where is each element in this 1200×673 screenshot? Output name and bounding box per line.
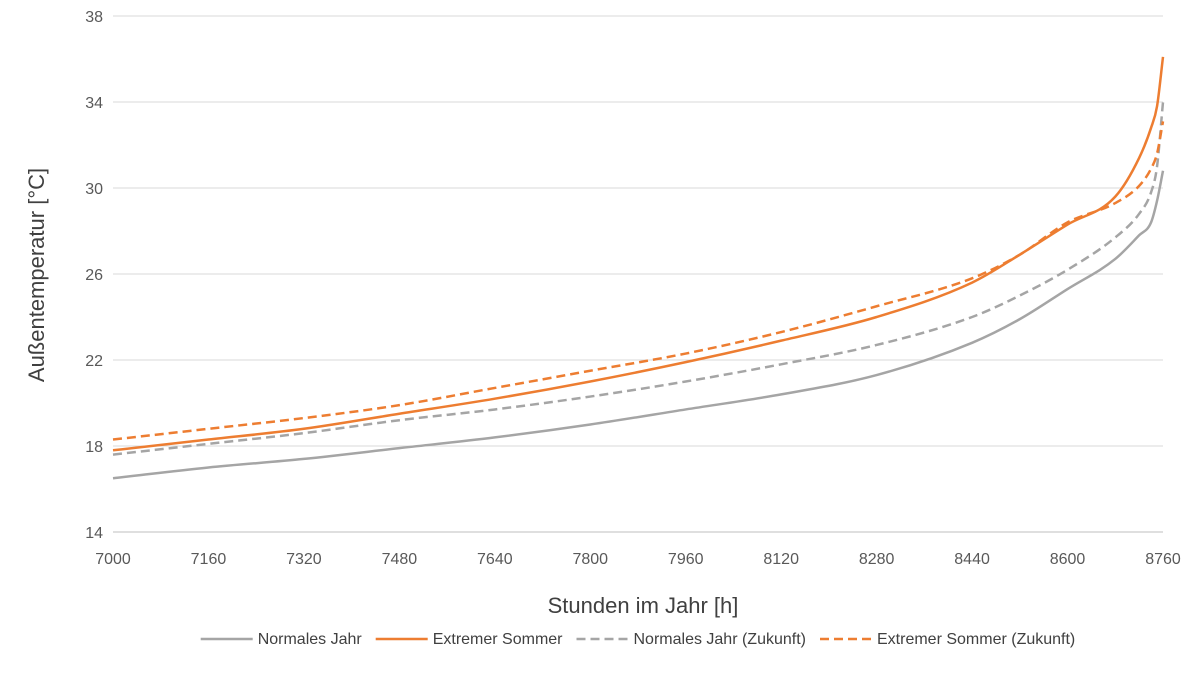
x-tick-label: 8600 <box>1050 551 1086 568</box>
series-line-normales-jahr <box>112 170 1165 480</box>
y-axis-title: Außentemperatur [°C] <box>24 168 49 382</box>
x-tick-label: 8440 <box>954 551 990 568</box>
x-tick-label: 8280 <box>859 551 895 568</box>
y-tick-label: 30 <box>85 181 103 198</box>
y-tick-label: 18 <box>85 439 103 456</box>
x-tick-label: 8120 <box>763 551 799 568</box>
legend: Normales Jahr Extremer Sommer Normales Jah… <box>200 631 1075 648</box>
x-tick-label: 8760 <box>1145 551 1181 568</box>
y-tick-label: 26 <box>85 267 103 284</box>
legend-label: Normales Jahr (Zukunft) <box>634 631 807 648</box>
legend-label: Extremer Sommer <box>433 631 563 648</box>
x-tick-label: 7480 <box>382 551 418 568</box>
x-tick-labels: 7000 7160 7320 7480 7640 7800 7960 8120 8280 8440… <box>95 551 1181 568</box>
y-tick-labels: 14 18 22 26 30 34 38 <box>85 9 103 542</box>
series-line-extremer-sommer-zukunft <box>112 121 1165 441</box>
x-axis-title: Stunden im Jahr [h] <box>548 593 739 618</box>
legend-item-extremer-sommer: Extremer Sommer <box>375 631 563 648</box>
series-line-normales-jahr-zukunft <box>112 101 1165 456</box>
y-tick-label: 38 <box>85 9 103 26</box>
y-tick-label: 22 <box>85 353 103 370</box>
series-lines <box>112 56 1165 480</box>
x-tick-label: 7000 <box>95 551 131 568</box>
legend-item-extremer-sommer-zukunft: Extremer Sommer (Zukunft) <box>820 631 1075 648</box>
x-tick-label: 7640 <box>477 551 513 568</box>
y-tick-label: 14 <box>85 525 103 542</box>
legend-label: Extremer Sommer (Zukunft) <box>877 631 1075 648</box>
y-tick-label: 34 <box>85 95 103 112</box>
x-tick-label: 7960 <box>668 551 704 568</box>
series-line-extremer-sommer <box>112 56 1165 452</box>
x-tick-label: 7160 <box>191 551 227 568</box>
legend-item-normales-jahr: Normales Jahr <box>200 631 363 648</box>
legend-label: Normales Jahr <box>258 631 363 648</box>
legend-item-normales-jahr-zukunft: Normales Jahr (Zukunft) <box>576 631 807 648</box>
x-tick-label: 7800 <box>572 551 608 568</box>
grid-lines <box>113 15 1163 447</box>
x-tick-label: 7320 <box>286 551 322 568</box>
